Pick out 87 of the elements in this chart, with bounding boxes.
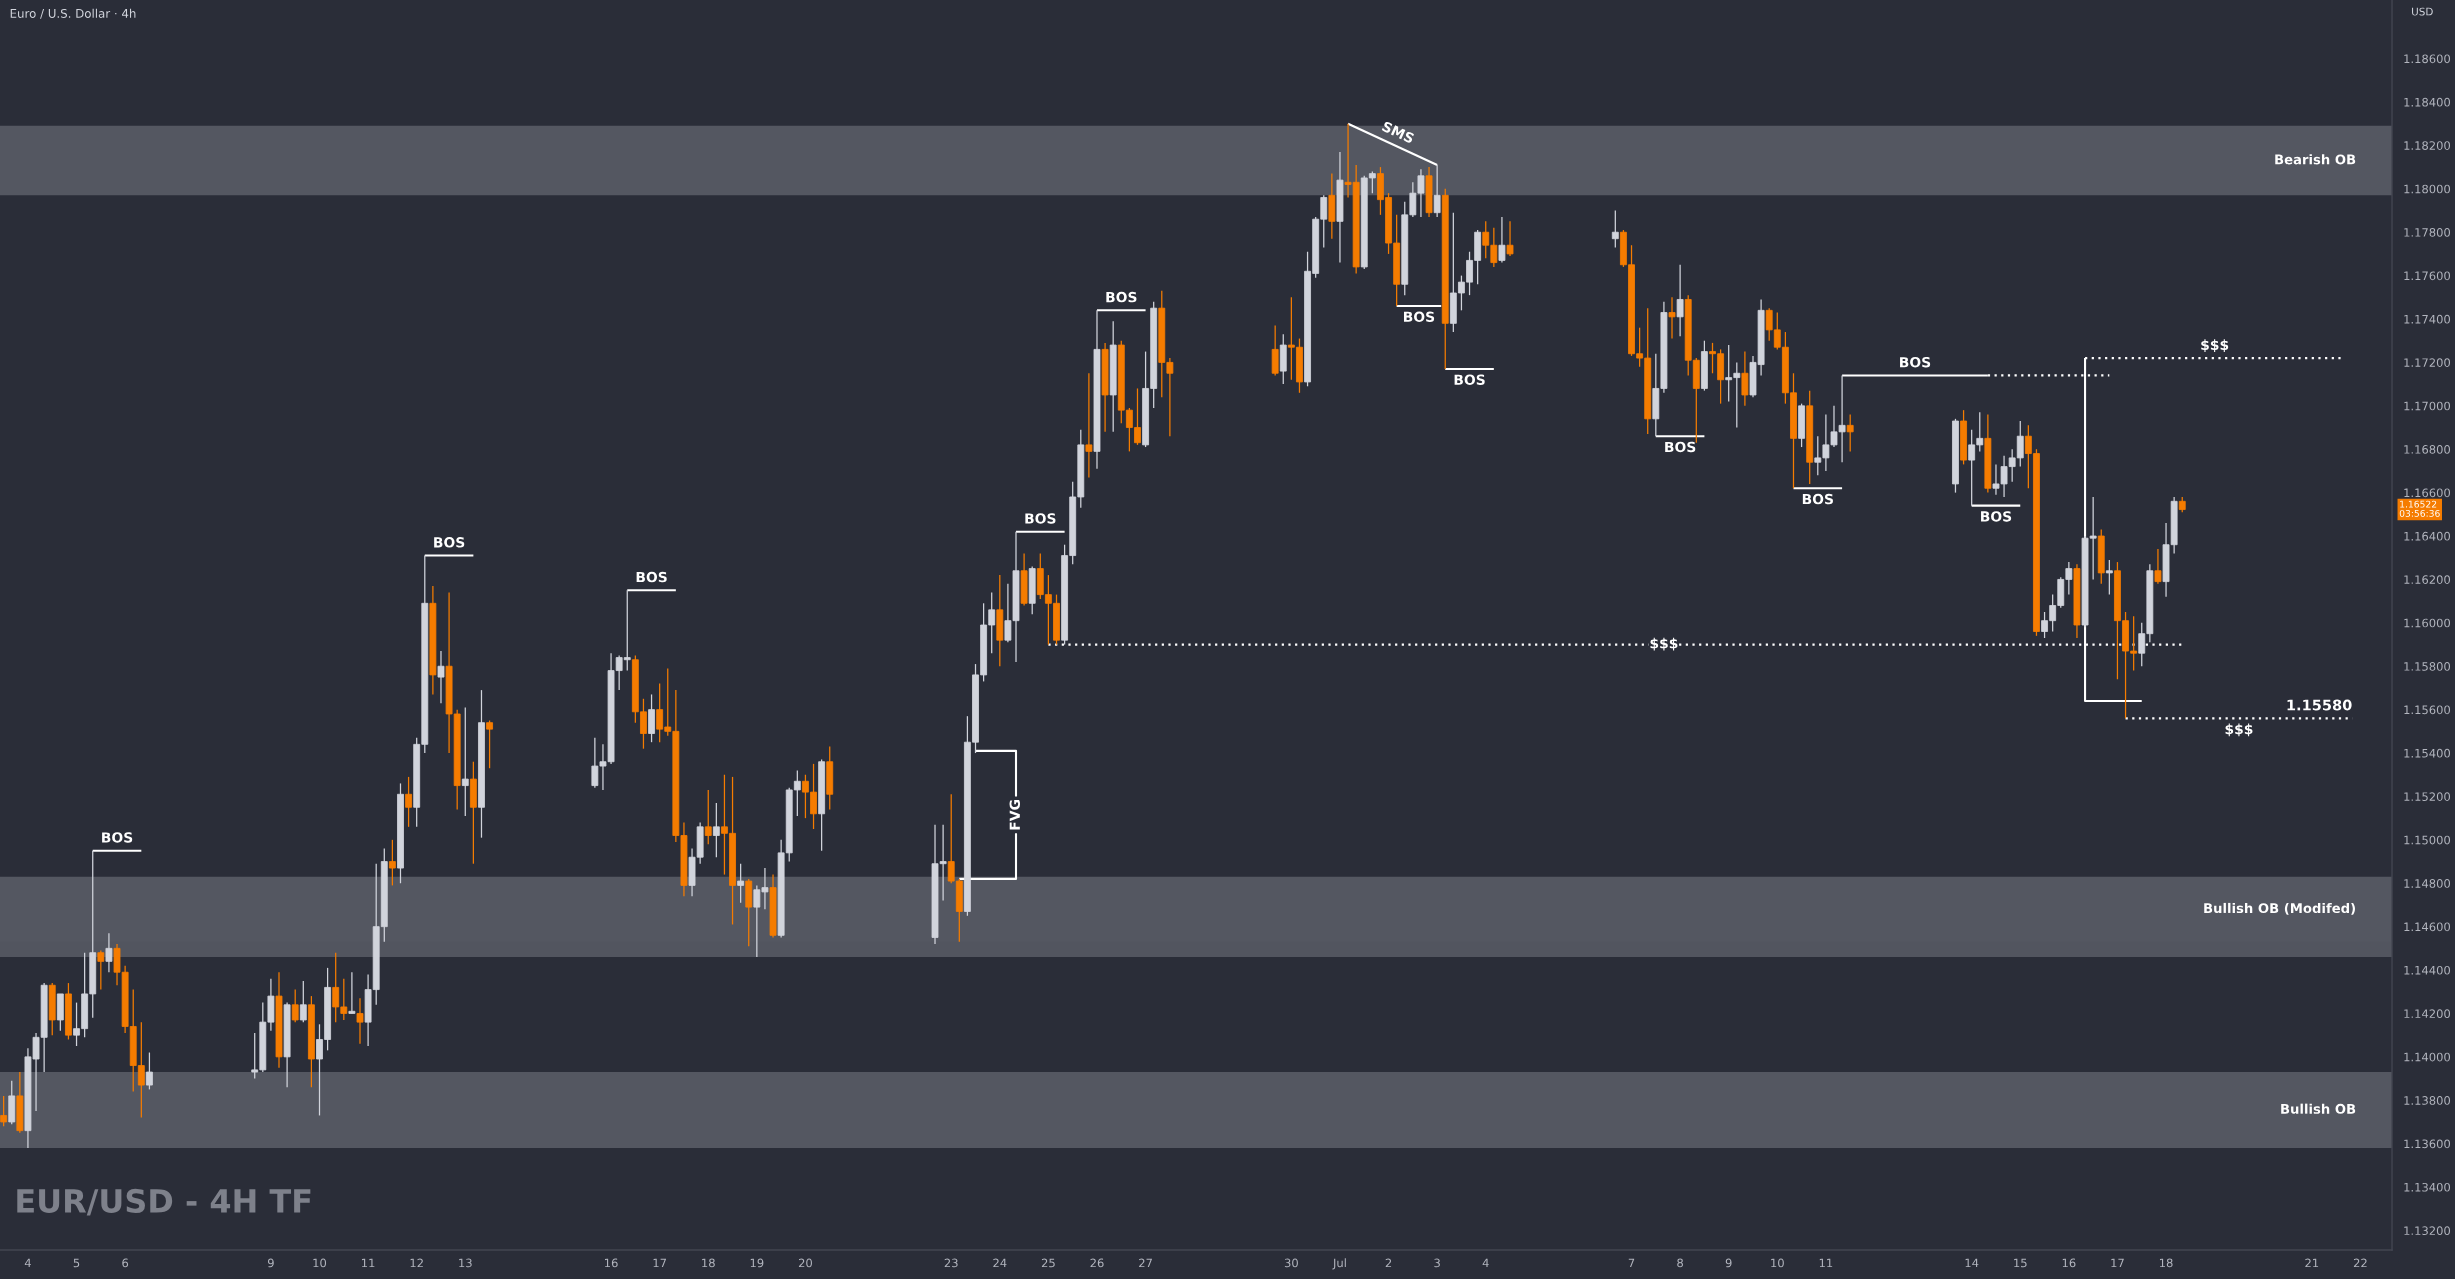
y-tick-label: 1.18200: [2404, 141, 2451, 150]
y-tick-label: 1.14000: [2404, 1052, 2451, 1062]
y-tick-label: 1.13200: [2404, 1226, 2451, 1236]
y-tick-label: 1.15600: [2404, 705, 2451, 715]
x-tick-label: 9: [1725, 1258, 1732, 1268]
x-tick-label: 30: [1284, 1258, 1298, 1268]
series-label: BOS: [636, 571, 667, 583]
series-label: BOS: [1404, 311, 1435, 323]
series-label: BOS: [1106, 291, 1137, 303]
x-tick-label: 5: [73, 1258, 80, 1268]
band-label: Bearish OB: [2275, 154, 2356, 165]
x-tick-label: 25: [1041, 1258, 1055, 1268]
y-tick-label: 1.17400: [2404, 314, 2451, 324]
x-tick-label: 18: [702, 1258, 715, 1268]
x-tick-label: 17: [2111, 1258, 2124, 1268]
x-tick-label: 18: [2159, 1258, 2173, 1268]
x-tick-label: 8: [1677, 1258, 1683, 1268]
x-tick-label: 7: [1628, 1258, 1635, 1268]
y-tick-label: 1.15400: [2404, 748, 2451, 758]
x-tick-label: 13: [459, 1258, 472, 1268]
series-label: BOS: [102, 832, 133, 843]
x-tick-label: 22: [2353, 1258, 2367, 1268]
y-tick-label: 1.13400: [2404, 1182, 2451, 1192]
x-tick-label: 21: [2305, 1258, 2319, 1268]
y-tick-label: 1.16600: [2404, 488, 2451, 498]
x-tick-label: 23: [944, 1258, 958, 1268]
x-tick-label: 16: [2062, 1258, 2076, 1268]
y-tick-label: 1.16400: [2404, 531, 2451, 541]
x-tick-label: 6: [122, 1258, 129, 1268]
text: Euro / U.S. Dollar · 4h: [10, 8, 136, 19]
x-tick-label: 17: [653, 1258, 666, 1268]
y-tick-label: 1.17200: [2404, 358, 2451, 367]
series-label: BOS: [1454, 374, 1485, 385]
y-tick-label: 1.14800: [2404, 879, 2451, 888]
x-tick-label: 27: [1139, 1258, 1152, 1268]
y-tick-label: 1.14600: [2404, 922, 2451, 932]
series-label: $$$: [2225, 723, 2253, 737]
y-tick-label: 1.18600: [2404, 54, 2451, 64]
x-tick-label: 11: [362, 1258, 375, 1268]
series-label: BOS: [1900, 356, 1931, 368]
x-tick-label: 4: [24, 1258, 31, 1268]
x-tick-label: 12: [410, 1258, 423, 1268]
x-tick-label: 10: [1771, 1258, 1784, 1268]
band-label: Bullish OB (Modifed): [2204, 902, 2355, 915]
text: EUR/USD - 4H TF: [17, 1188, 311, 1216]
x-tick-label: 24: [993, 1258, 1007, 1268]
x-tick-label: 26: [1090, 1258, 1104, 1268]
text: FVG: [1009, 800, 1021, 830]
y-tick-label: 1.18400: [2404, 97, 2451, 107]
x-tick-label: 11: [1819, 1258, 1833, 1268]
series-label: $$$: [1650, 637, 1678, 651]
x-tick-label: Jul: [1332, 1258, 1346, 1270]
band-label: Bullish OB: [2281, 1103, 2356, 1114]
x-tick-label: 9: [267, 1258, 274, 1268]
y-tick-label: 1.16000: [2404, 618, 2451, 628]
y-tick-label: 1.15800: [2404, 662, 2451, 671]
x-tick-label: 4: [1482, 1258, 1489, 1268]
y-tick-label: 1.17800: [2404, 228, 2451, 237]
y-tick-label: 1.15000: [2404, 835, 2451, 845]
y-tick-label: 1.15200: [2404, 792, 2451, 801]
y-tick-label: 1.17600: [2404, 271, 2451, 281]
y-axis-title: USD: [2412, 7, 2433, 16]
y-tick-label: 1.17000: [2404, 401, 2451, 411]
y-tick-label: 1.13600: [2404, 1139, 2451, 1149]
y-tick-label: 1.14400: [2404, 965, 2451, 975]
x-tick-label: 14: [1965, 1258, 1979, 1268]
y-tick-label: 1.13800: [2404, 1096, 2451, 1105]
series-label: $$$: [2201, 339, 2229, 352]
y-tick-label: 1.16800: [2404, 445, 2451, 454]
x-tick-label: 10: [313, 1258, 327, 1268]
series-label: BOS: [1981, 511, 2012, 522]
annotation: 1.15580: [2287, 699, 2352, 711]
x-tick-label: 16: [604, 1258, 618, 1268]
series-label: BOS: [1802, 493, 1833, 505]
y-tick-label: 1.14200: [2404, 1009, 2451, 1018]
x-tick-label: 19: [750, 1258, 764, 1268]
x-tick-label: 3: [1434, 1258, 1440, 1268]
series-label: BOS: [434, 537, 465, 548]
x-tick-label: 15: [2014, 1258, 2027, 1268]
series-label: BOS: [1025, 513, 1056, 524]
y-tick-label: 1.18000: [2404, 184, 2451, 194]
text: 1.16522 03:56:36: [2399, 500, 2440, 517]
text: SMS: [1381, 120, 1415, 144]
y-tick-label: 1.16200: [2404, 575, 2451, 584]
x-tick-label: 2: [1385, 1258, 1392, 1268]
series-label: BOS: [1665, 441, 1696, 453]
x-tick-label: 20: [798, 1258, 812, 1268]
